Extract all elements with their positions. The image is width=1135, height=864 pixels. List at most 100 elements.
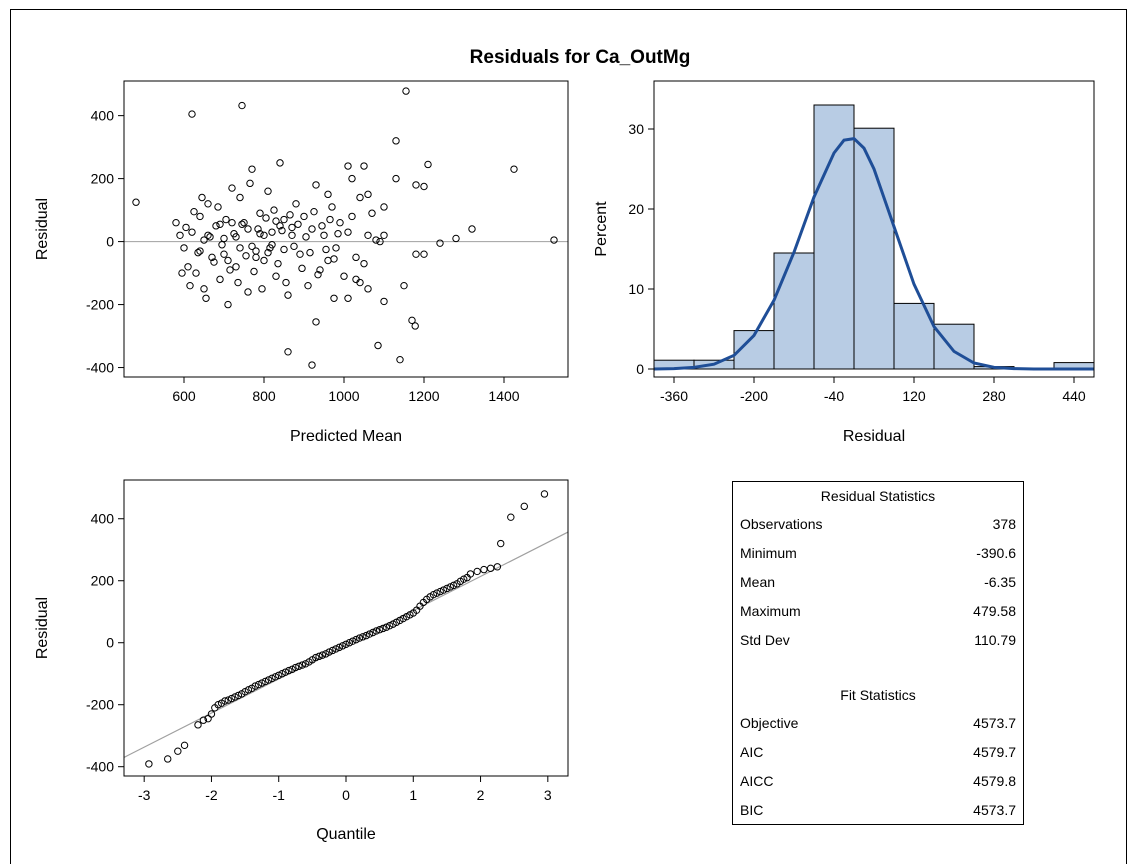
data-point: [212, 222, 220, 230]
y-tick-label: 0: [106, 635, 114, 651]
data-point: [473, 567, 481, 576]
data-point: [238, 101, 246, 110]
stat-label: AICC: [740, 773, 774, 789]
data-point: [380, 297, 388, 306]
data-point: [402, 87, 410, 95]
data-point: [224, 256, 232, 265]
data-point: [236, 193, 244, 202]
data-point: [466, 570, 475, 578]
data-point: [356, 193, 364, 202]
data-point: [344, 228, 352, 236]
data-point: [348, 212, 356, 221]
data-point: [540, 490, 549, 498]
x-axis-label: Predicted Mean: [290, 428, 402, 445]
data-point: [272, 272, 280, 280]
data-point: [296, 250, 304, 258]
data-point: [295, 662, 303, 670]
stat-value: 4573.7: [973, 715, 1016, 731]
data-point: [420, 250, 428, 258]
data-point: [240, 219, 248, 227]
data-point: [251, 682, 259, 690]
data-point: [178, 269, 186, 277]
data-point: [308, 225, 316, 233]
x-tick-label: 1400: [488, 388, 519, 404]
data-point: [226, 266, 234, 274]
plot-frame: [123, 479, 569, 777]
data-point: [260, 231, 268, 239]
data-point: [196, 212, 204, 221]
data-point: [291, 663, 300, 672]
y-tick-label: -400: [86, 360, 114, 376]
stat-row: AIC 4579.7: [740, 744, 1016, 764]
data-point: [231, 693, 239, 701]
data-point: [312, 653, 320, 662]
data-point: [379, 624, 387, 633]
data-point: [288, 223, 296, 232]
data-point: [480, 565, 488, 574]
data-point: [312, 181, 320, 189]
data-point: [320, 231, 328, 239]
data-point: [264, 676, 273, 684]
fit-statistics-header: Fit Statistics: [840, 687, 916, 703]
data-point: [368, 209, 376, 217]
x-tick-label: -1: [273, 787, 286, 803]
data-point: [172, 219, 180, 227]
data-point: [310, 207, 318, 216]
data-point: [460, 575, 468, 583]
data-point: [258, 285, 266, 293]
histogram-panel: -360 -200 -40 120 280 440 0 10 20 30 Residual Perce…: [593, 80, 1095, 445]
histogram-bar: [813, 104, 855, 370]
data-point: [298, 264, 306, 273]
data-point: [222, 215, 230, 224]
stat-row: Maximum 479.58: [740, 603, 1016, 623]
y-axis-label: Residual: [34, 597, 51, 659]
data-point: [194, 721, 202, 729]
data-point: [256, 209, 264, 217]
data-point: [330, 294, 338, 302]
data-point: [324, 190, 332, 199]
x-tick-label: 0: [342, 787, 350, 803]
data-point: [328, 203, 336, 211]
data-point: [216, 220, 224, 228]
y-tick-label: 30: [628, 121, 644, 137]
figure-title: Residuals for Ca_OutMg: [470, 47, 691, 68]
y-tick-label: 400: [91, 511, 115, 527]
y-tick-label: 20: [628, 201, 644, 217]
x-tick-label: 1200: [408, 388, 439, 404]
data-point: [344, 294, 352, 302]
data-point: [420, 182, 428, 191]
data-point: [342, 640, 350, 648]
x-tick-label: 120: [902, 388, 926, 404]
x-tick-label: 2: [477, 787, 485, 803]
data-point: [294, 220, 302, 228]
data-point: [380, 203, 388, 211]
data-point: [208, 253, 216, 262]
stat-value: -6.35: [984, 574, 1016, 590]
data-point: [412, 181, 420, 189]
y-tick-label: 0: [636, 361, 644, 377]
data-point: [214, 701, 222, 709]
data-point: [396, 355, 404, 364]
stat-value: 110.79: [974, 632, 1016, 648]
data-point: [174, 747, 182, 755]
x-tick-label: 280: [982, 388, 1006, 404]
data-point: [288, 231, 296, 239]
x-tick-label: 440: [1062, 388, 1086, 404]
data-point: [392, 137, 400, 145]
stat-row: Observations 378: [740, 516, 1016, 536]
data-point: [332, 645, 340, 653]
stat-row: Mean -6.35: [740, 574, 1016, 594]
x-tick-label: 1000: [328, 388, 359, 404]
data-point: [362, 631, 370, 640]
data-point: [443, 584, 451, 593]
data-point: [164, 755, 172, 763]
data-point: [316, 266, 324, 274]
data-point: [252, 253, 260, 262]
stat-value: 4579.8: [973, 773, 1016, 789]
stat-value: -390.6: [976, 545, 1016, 561]
data-point: [204, 231, 212, 239]
data-point: [244, 686, 253, 694]
data-point: [360, 162, 368, 170]
data-point: [216, 275, 224, 284]
data-point: [336, 219, 344, 227]
